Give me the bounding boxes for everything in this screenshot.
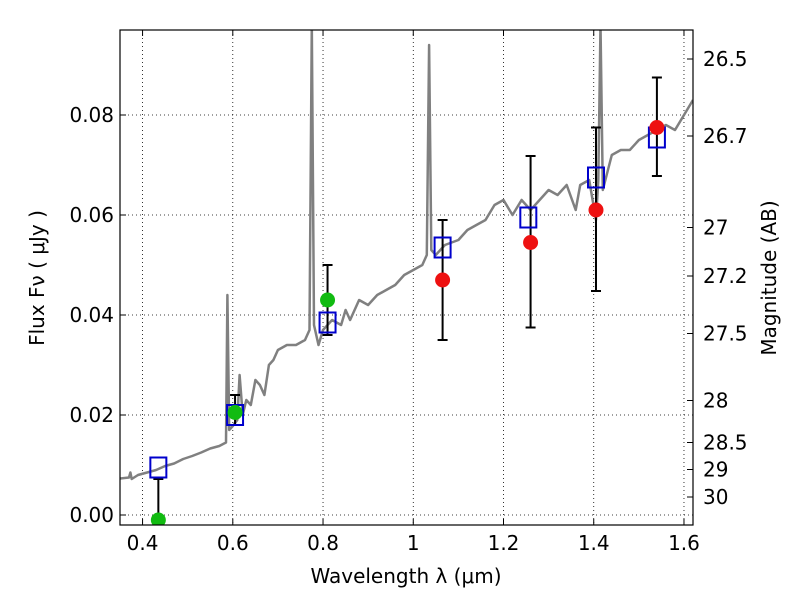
y-tick-label: 0.00 (69, 503, 114, 527)
y2-tick-label: 26.7 (703, 124, 748, 148)
y2-tick-label: 28.5 (703, 431, 748, 455)
y2-tick-label: 27 (703, 216, 728, 240)
marker-layer (149, 120, 666, 525)
x-tick-label: 1.6 (668, 531, 700, 555)
y2-tick-label: 28 (703, 389, 728, 413)
model-flux-square (433, 236, 452, 259)
y2-tick-label: 29 (703, 458, 728, 482)
y2-tick-label: 26.5 (703, 47, 748, 71)
observed-flux-point (435, 272, 451, 288)
observed-flux-point (320, 292, 336, 308)
plot-frame (119, 29, 694, 526)
observed-flux-point (649, 120, 665, 135)
x-tick-label: 1.4 (578, 531, 610, 555)
axis-ticks: 0.4 0.6 0.8 1 1.2 1.4 1.6 0.00 0.02 0.04 0.06 0.08 2… (69, 30, 748, 555)
x-axis-label: Wavelength λ (μm) (310, 564, 501, 588)
model-flux-square (149, 456, 168, 479)
y2-tick-label: 30 (703, 485, 728, 509)
observed-flux-point (523, 235, 539, 250)
y-tick-label: 0.04 (69, 303, 114, 327)
x-tick-label: 0.4 (127, 531, 159, 555)
observed-flux-point (150, 512, 166, 525)
model-flux-square (586, 166, 605, 189)
y2-tick-label: 27.5 (703, 322, 748, 346)
y2-axis-label: Magnitude (AB) (757, 200, 781, 355)
x-tick-label: 0.8 (307, 531, 339, 555)
y-tick-label: 0.02 (69, 403, 114, 427)
model-flux-square (318, 311, 337, 334)
y2-tick-label: 27.2 (703, 264, 748, 288)
y-axis-label: Flux Fν ( μJy ) (25, 210, 49, 346)
y-tick-label: 0.08 (69, 103, 114, 127)
observed-flux-point (588, 202, 604, 218)
x-tick-label: 1 (407, 531, 420, 555)
y-tick-label: 0.06 (69, 203, 114, 227)
x-tick-label: 1.2 (488, 531, 520, 555)
model-flux-square (519, 206, 538, 229)
observed-flux-point (227, 405, 243, 420)
x-tick-label: 0.6 (217, 531, 249, 555)
grid-lines (120, 30, 693, 525)
